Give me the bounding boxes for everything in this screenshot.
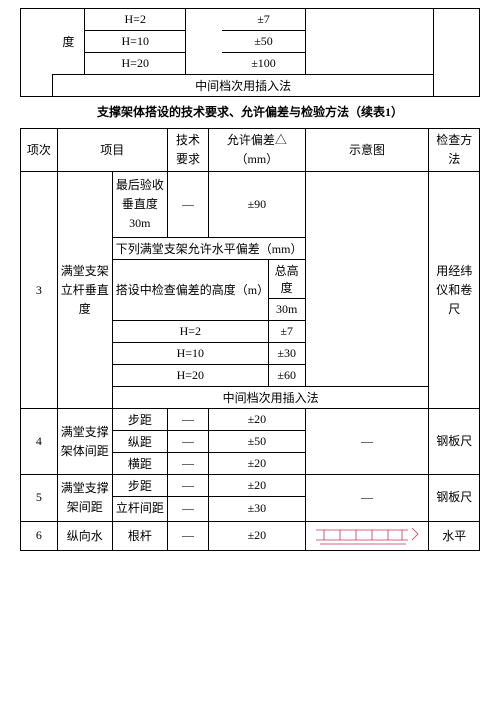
row4-sub1v: ±20: [209, 409, 305, 431]
row4-sub2v: ±50: [209, 431, 305, 453]
row6-sub: 根杆: [112, 521, 167, 550]
row3-h2v: ±7: [268, 321, 305, 343]
insert-method: 中间档次用插入法: [53, 75, 434, 97]
dash: —: [167, 172, 208, 238]
h20-label: H=20: [85, 53, 186, 75]
h10-val: ±50: [222, 31, 305, 53]
row5-sub1: 步距: [112, 475, 167, 497]
row3-hdr2a: 搭设中检查偏差的高度（m）: [112, 260, 268, 321]
row6-val: ±20: [209, 521, 305, 550]
blank: [186, 9, 223, 75]
h10-label: H=10: [85, 31, 186, 53]
dash: —: [167, 475, 208, 497]
row3-hdr2b: 总高度: [268, 260, 305, 299]
row6-diagram: [305, 521, 429, 550]
row3-method: 用经纬仪和卷尺: [429, 172, 480, 409]
row5-label: 满堂支撑架间距: [57, 475, 112, 521]
row3-h2: H=2: [112, 321, 268, 343]
hdr-dev: 允许偏差△（mm）: [209, 129, 305, 172]
du-label: 度: [53, 9, 85, 75]
dash: —: [305, 475, 429, 521]
hdr-diagram: 示意图: [305, 129, 429, 172]
row3-diagram-blank: [305, 172, 429, 387]
truss-icon: [312, 524, 422, 548]
row4-sub1: 步距: [112, 409, 167, 431]
row3-hdr2c: 30m: [268, 299, 305, 321]
dash: —: [167, 409, 208, 431]
row3-v90: ±90: [209, 172, 305, 238]
dash: —: [167, 497, 208, 521]
hdr-method: 检查方法: [429, 129, 480, 172]
row4-method: 钢板尺: [429, 409, 480, 475]
row6-label: 纵向水: [57, 521, 112, 550]
dash: —: [167, 453, 208, 475]
row5-sub1v: ±20: [209, 475, 305, 497]
row4-sub2: 纵距: [112, 431, 167, 453]
h2-val: ±7: [222, 9, 305, 31]
dash: —: [167, 521, 208, 550]
row3-h10: H=10: [112, 343, 268, 365]
main-data-table: 项次 项目 技术要求 允许偏差△（mm） 示意图 检查方法 3 满堂支架立杆垂直…: [20, 128, 480, 551]
h20-val: ±100: [222, 53, 305, 75]
hdr-project: 项目: [57, 129, 167, 172]
dash: —: [167, 431, 208, 453]
row4-label: 满堂支撑架体间距: [57, 409, 112, 475]
top-continuation-table: 度 H=2 ±7 H=10 ±50 H=20 ±100 中间档次用插入法: [20, 8, 480, 97]
row5-num: 5: [21, 475, 58, 521]
row6-method: 水平: [429, 521, 480, 550]
row4-num: 4: [21, 409, 58, 475]
row5-sub2v: ±30: [209, 497, 305, 521]
row4-sub3v: ±20: [209, 453, 305, 475]
blank: [434, 9, 480, 97]
hdr-item: 项次: [21, 129, 58, 172]
row5-sub2: 立杆间距: [112, 497, 167, 521]
row3-sub1: 最后验收垂直度 30m: [112, 172, 167, 238]
hdr-tech: 技术要求: [167, 129, 208, 172]
row5-method: 钢板尺: [429, 475, 480, 521]
row3-h10v: ±30: [268, 343, 305, 365]
row4-sub3: 横距: [112, 453, 167, 475]
row3-insert: 中间档次用插入法: [112, 387, 429, 409]
blank: [305, 9, 434, 75]
blank-cell: [21, 9, 53, 97]
dash: —: [305, 409, 429, 475]
row6-num: 6: [21, 521, 58, 550]
subtitle: 支撑架体搭设的技术要求、允许偏差与检验方法（续表1）: [20, 103, 480, 120]
row3-hsubhdr: 下列满堂支架允许水平偏差（mm）: [112, 238, 305, 260]
header-row: 项次 项目 技术要求 允许偏差△（mm） 示意图 检查方法: [21, 129, 480, 172]
row3-h20: H=20: [112, 365, 268, 387]
row3-num: 3: [21, 172, 58, 409]
row3-label: 满堂支架立杆垂直度: [57, 172, 112, 409]
row3-h20v: ±60: [268, 365, 305, 387]
h2-label: H=2: [85, 9, 186, 31]
